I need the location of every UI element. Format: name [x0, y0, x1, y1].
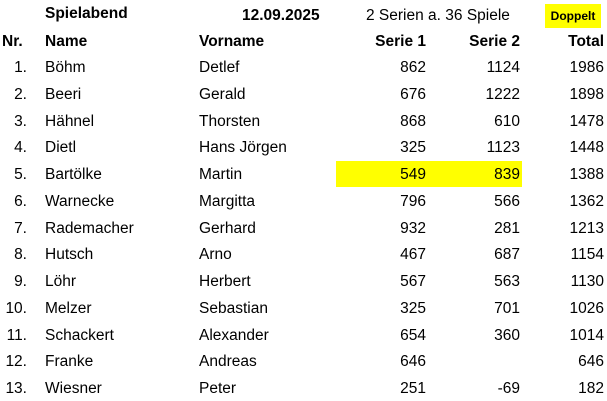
name-cell: Hutsch — [45, 246, 94, 264]
serie-2-cell: 566 — [494, 192, 520, 210]
vorname-cell: Arno — [199, 246, 232, 264]
total-cell: 1898 — [569, 85, 604, 103]
name-cell: Dietl — [45, 139, 77, 157]
name-cell: Beeri — [45, 85, 82, 103]
serie-1-cell: 676 — [400, 85, 426, 103]
name-cell: Löhr — [45, 273, 77, 290]
column-header: Nr. — [2, 33, 23, 50]
nr-cell: 11. — [6, 326, 27, 344]
column-header: Vorname — [199, 33, 265, 50]
serie-2-cell: 1222 — [485, 85, 520, 103]
serie-2-cell: 360 — [494, 326, 520, 344]
serie-2-cell: 701 — [494, 299, 520, 317]
serie-2-cell: 1123 — [486, 139, 520, 157]
total-cell: 1478 — [569, 112, 604, 130]
serie-2-cell: 687 — [494, 246, 520, 264]
serie-1-cell: 862 — [400, 59, 426, 76]
column-header: Serie 2 — [469, 33, 520, 50]
date: 12.09.2025 — [242, 7, 320, 24]
serie-1-cell: 932 — [400, 219, 426, 237]
name-cell: Hähnel — [45, 112, 95, 130]
title: Spielabend — [45, 5, 128, 22]
name-cell: Melzer — [45, 299, 92, 317]
total-cell: 1154 — [570, 246, 604, 264]
nr-cell: 9. — [14, 273, 27, 290]
total-cell: 1026 — [569, 299, 604, 317]
serie-1-cell: 549 — [400, 166, 426, 183]
vorname-cell: Alexander — [199, 326, 269, 344]
nr-cell: 12. — [5, 353, 27, 371]
serie-1-cell: 325 — [400, 139, 426, 157]
vorname-cell: Gerald — [199, 85, 246, 103]
serie-2-cell: 610 — [494, 112, 520, 130]
vorname-cell: Thorsten — [199, 112, 261, 130]
nr-cell: 2. — [14, 85, 27, 103]
serie-1-cell: 567 — [400, 273, 426, 290]
nr-cell: 5. — [14, 166, 27, 183]
nr-cell: 1. — [14, 59, 27, 76]
name-cell: Rademacher — [45, 219, 134, 237]
total-cell: 182 — [578, 380, 604, 397]
total-cell: 1362 — [569, 192, 604, 210]
name-cell: Schackert — [45, 326, 114, 344]
column-header: Total — [568, 33, 604, 50]
name-cell: Wiesner — [45, 380, 102, 397]
total-cell: 1014 — [569, 326, 604, 344]
total-cell: 1448 — [569, 139, 604, 157]
serie-1-cell: 654 — [400, 326, 426, 344]
serie-2-cell: 839 — [494, 166, 520, 183]
vorname-cell: Martin — [199, 166, 243, 183]
serie-2-cell: -69 — [497, 380, 520, 397]
serie-1-cell: 868 — [400, 112, 426, 130]
serie-2-cell: 281 — [494, 219, 520, 237]
highlight — [336, 161, 522, 187]
nr-cell: 4. — [14, 139, 27, 157]
vorname-cell: Herbert — [199, 273, 251, 290]
name-cell: Böhm — [45, 59, 86, 76]
serie-1-cell: 325 — [400, 299, 426, 317]
nr-cell: 8. — [14, 246, 27, 264]
nr-cell: 10. — [5, 299, 27, 317]
name-cell: Warnecke — [45, 192, 115, 210]
nr-cell: 3. — [14, 112, 27, 130]
name-cell: Bartölke — [45, 166, 102, 183]
vorname-cell: Andreas — [199, 353, 257, 371]
column-header: Serie 1 — [375, 33, 426, 50]
serie-1-cell: 251 — [400, 380, 426, 397]
vorname-cell: Peter — [199, 380, 237, 397]
vorname-cell: Hans Jörgen — [199, 139, 287, 157]
total-cell: 1130 — [570, 273, 604, 290]
serie-1-cell: 796 — [400, 192, 426, 210]
total-cell: 1213 — [569, 219, 604, 237]
nr-cell: 7. — [14, 219, 27, 237]
column-header: Name — [45, 33, 88, 50]
badge: Doppelt — [545, 4, 601, 28]
total-cell: 1388 — [569, 166, 604, 183]
serie-2-cell: 1124 — [486, 59, 520, 76]
total-cell: 1986 — [569, 59, 604, 76]
info: 2 Serien a. 36 Spiele — [366, 7, 510, 24]
serie-1-cell: 467 — [400, 246, 426, 264]
serie-2-cell: 563 — [494, 273, 520, 290]
nr-cell: 13. — [5, 380, 27, 397]
vorname-cell: Margitta — [199, 192, 255, 210]
serie-1-cell: 646 — [400, 353, 426, 371]
nr-cell: 6. — [14, 192, 27, 210]
vorname-cell: Sebastian — [199, 299, 268, 317]
vorname-cell: Gerhard — [199, 219, 256, 237]
total-cell: 646 — [578, 353, 604, 371]
name-cell: Franke — [45, 353, 94, 371]
vorname-cell: Detlef — [199, 59, 240, 76]
